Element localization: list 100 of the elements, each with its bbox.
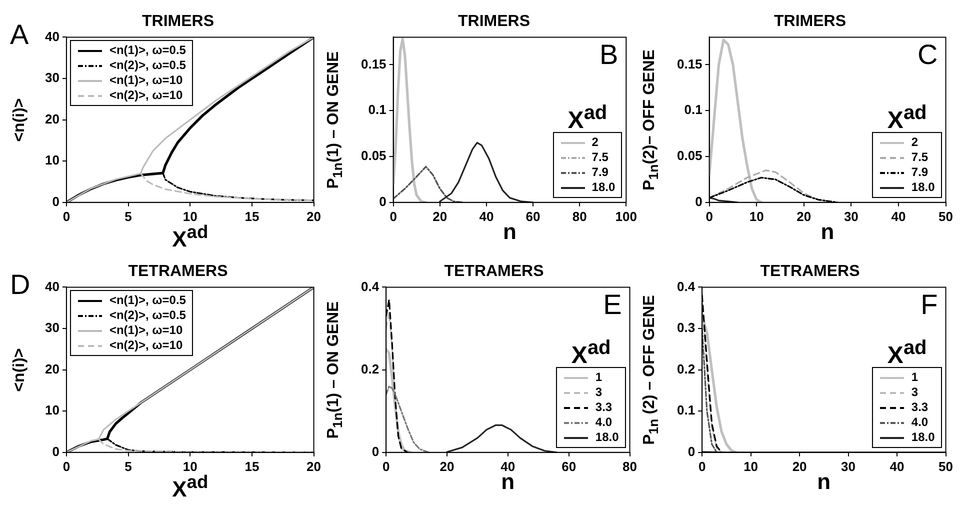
- legend-label: <n(2)>, ω=10: [109, 338, 183, 354]
- y-tick-label: 0.15: [676, 56, 702, 72]
- legend-label: <n(1)>, ω=0.5: [109, 43, 186, 58]
- chart-title: TETRAMERS: [760, 263, 860, 280]
- y-tick-label: 0.05: [676, 148, 702, 164]
- y-tick-label: 10: [44, 152, 60, 168]
- x-tick-label: 80: [622, 458, 638, 474]
- y-tick-label: 0.2: [360, 361, 380, 376]
- y-tick-label: 0.2: [676, 361, 696, 376]
- legend-label: 7.9: [592, 165, 608, 180]
- legend-label: <n(1)>, ω=0.5: [109, 293, 186, 308]
- legend-label: <n(1)>, ω=10: [109, 323, 183, 338]
- x-tick-label: 5: [124, 208, 132, 224]
- x-tick-label: 80: [572, 208, 587, 224]
- x-tick-label: 20: [432, 208, 448, 224]
- x-tick-label: 40: [891, 208, 906, 224]
- x-tick-label: 10: [182, 208, 198, 224]
- y-tick-label: 40: [44, 28, 60, 44]
- chart-title: TRIMERS: [458, 13, 530, 30]
- legend-label: 7.9: [911, 165, 928, 180]
- x-tick-label: 10: [749, 208, 764, 224]
- x-tick-label: 0: [706, 208, 713, 224]
- x-tick-label: 40: [890, 458, 904, 474]
- x-axis-title: n: [502, 219, 516, 244]
- y-tick-label: 0: [372, 444, 380, 459]
- y-tick-label: 0: [379, 194, 386, 209]
- x-tick-label: 0: [62, 458, 70, 474]
- legend-label: 1: [911, 370, 918, 386]
- y-tick-label: 20: [44, 361, 60, 376]
- legend-title: X$^{ad}$: [887, 337, 927, 370]
- annotation: E: [603, 289, 622, 320]
- legend-label: 4.0: [595, 415, 612, 430]
- legend-label: 3: [595, 385, 602, 400]
- chart-title: TETRAMERS: [444, 263, 544, 280]
- x-tick-label: 10: [744, 458, 758, 474]
- y-tick-label: 0.05: [360, 148, 386, 164]
- x-tick-label: 0: [62, 208, 70, 224]
- x-tick-label: 60: [562, 458, 576, 474]
- x-axis-title: n: [817, 469, 831, 494]
- y-tick-label: 0.1: [676, 402, 696, 418]
- y-tick-label: 0: [688, 444, 696, 459]
- chart-title: TRIMERS: [774, 13, 846, 30]
- x-tick-label: 10: [182, 458, 198, 474]
- x-tick-label: 60: [526, 208, 540, 224]
- x-tick-label: 20: [796, 208, 812, 224]
- legend-title: X$^{ad}$: [571, 337, 611, 370]
- legend-title: X$^{ad}$: [568, 102, 608, 134]
- x-tick-label: 40: [500, 458, 516, 474]
- legend-label: 18.0: [592, 180, 616, 196]
- legend-label: 2: [911, 135, 918, 150]
- legend-label: 18.0: [911, 430, 935, 446]
- legend-label: <n(2)>, ω=0.5: [109, 308, 186, 324]
- legend-label: 7.5: [592, 150, 608, 166]
- y-axis-title: <n(i)>: [11, 98, 29, 142]
- y-tick-label: 0: [52, 444, 60, 459]
- y-tick-label: 0.1: [368, 102, 386, 118]
- x-tick-label: 0: [390, 208, 397, 224]
- y-tick-label: 0: [695, 194, 702, 209]
- annotation: B: [599, 39, 618, 70]
- legend-label: 1: [595, 370, 602, 386]
- legend-label: 3: [911, 385, 918, 400]
- x-tick-label: 100: [615, 208, 638, 224]
- y-tick-label: 0: [52, 194, 60, 209]
- x-tick-label: 30: [841, 458, 856, 474]
- chart-title: TRIMERS: [142, 13, 214, 30]
- x-tick-label: 5: [124, 458, 132, 474]
- legend-label: <n(2)>, ω=10: [109, 88, 183, 104]
- text: A: [10, 19, 29, 50]
- y-tick-label: 0.4: [360, 278, 380, 294]
- text: D: [10, 269, 30, 300]
- chart-title: TETRAMERS: [128, 263, 228, 280]
- legend-label: 3.3: [911, 400, 928, 416]
- x-tick-label: 20: [440, 458, 454, 474]
- x-axis-title: n: [820, 219, 834, 244]
- x-tick-label: 15: [244, 458, 260, 474]
- x-tick-label: 50: [938, 208, 954, 224]
- x-tick-label: 15: [244, 208, 260, 224]
- annotation: C: [918, 39, 938, 70]
- legend-label: 4.0: [911, 415, 928, 430]
- x-tick-label: 50: [938, 458, 954, 474]
- x-axis-title: X$^{ad}$: [172, 221, 208, 252]
- legend-label: 3.3: [595, 400, 612, 416]
- y-tick-label: 0.4: [676, 278, 696, 294]
- x-tick-label: 40: [479, 208, 494, 224]
- legend-label: <n(2)>, ω=0.5: [109, 58, 186, 74]
- legend-title: X$^{ad}$: [887, 102, 927, 134]
- y-axis-title: <n(i)>: [11, 348, 29, 392]
- x-tick-label: 20: [306, 208, 322, 224]
- legend-label: 7.5: [911, 150, 928, 166]
- y-tick-label: 20: [44, 111, 60, 126]
- y-tick-label: 0.1: [684, 102, 702, 118]
- y-tick-label: 0.3: [676, 320, 696, 336]
- y-tick-label: 30: [44, 320, 60, 336]
- x-tick-label: 30: [844, 208, 858, 224]
- legend-label: 18.0: [911, 180, 935, 196]
- y-tick-label: 10: [44, 402, 60, 418]
- x-tick-label: 20: [792, 458, 807, 474]
- y-tick-label: 40: [44, 278, 60, 294]
- y-tick-label: 0.15: [360, 56, 386, 72]
- x-axis-title: X$^{ad}$: [172, 471, 208, 502]
